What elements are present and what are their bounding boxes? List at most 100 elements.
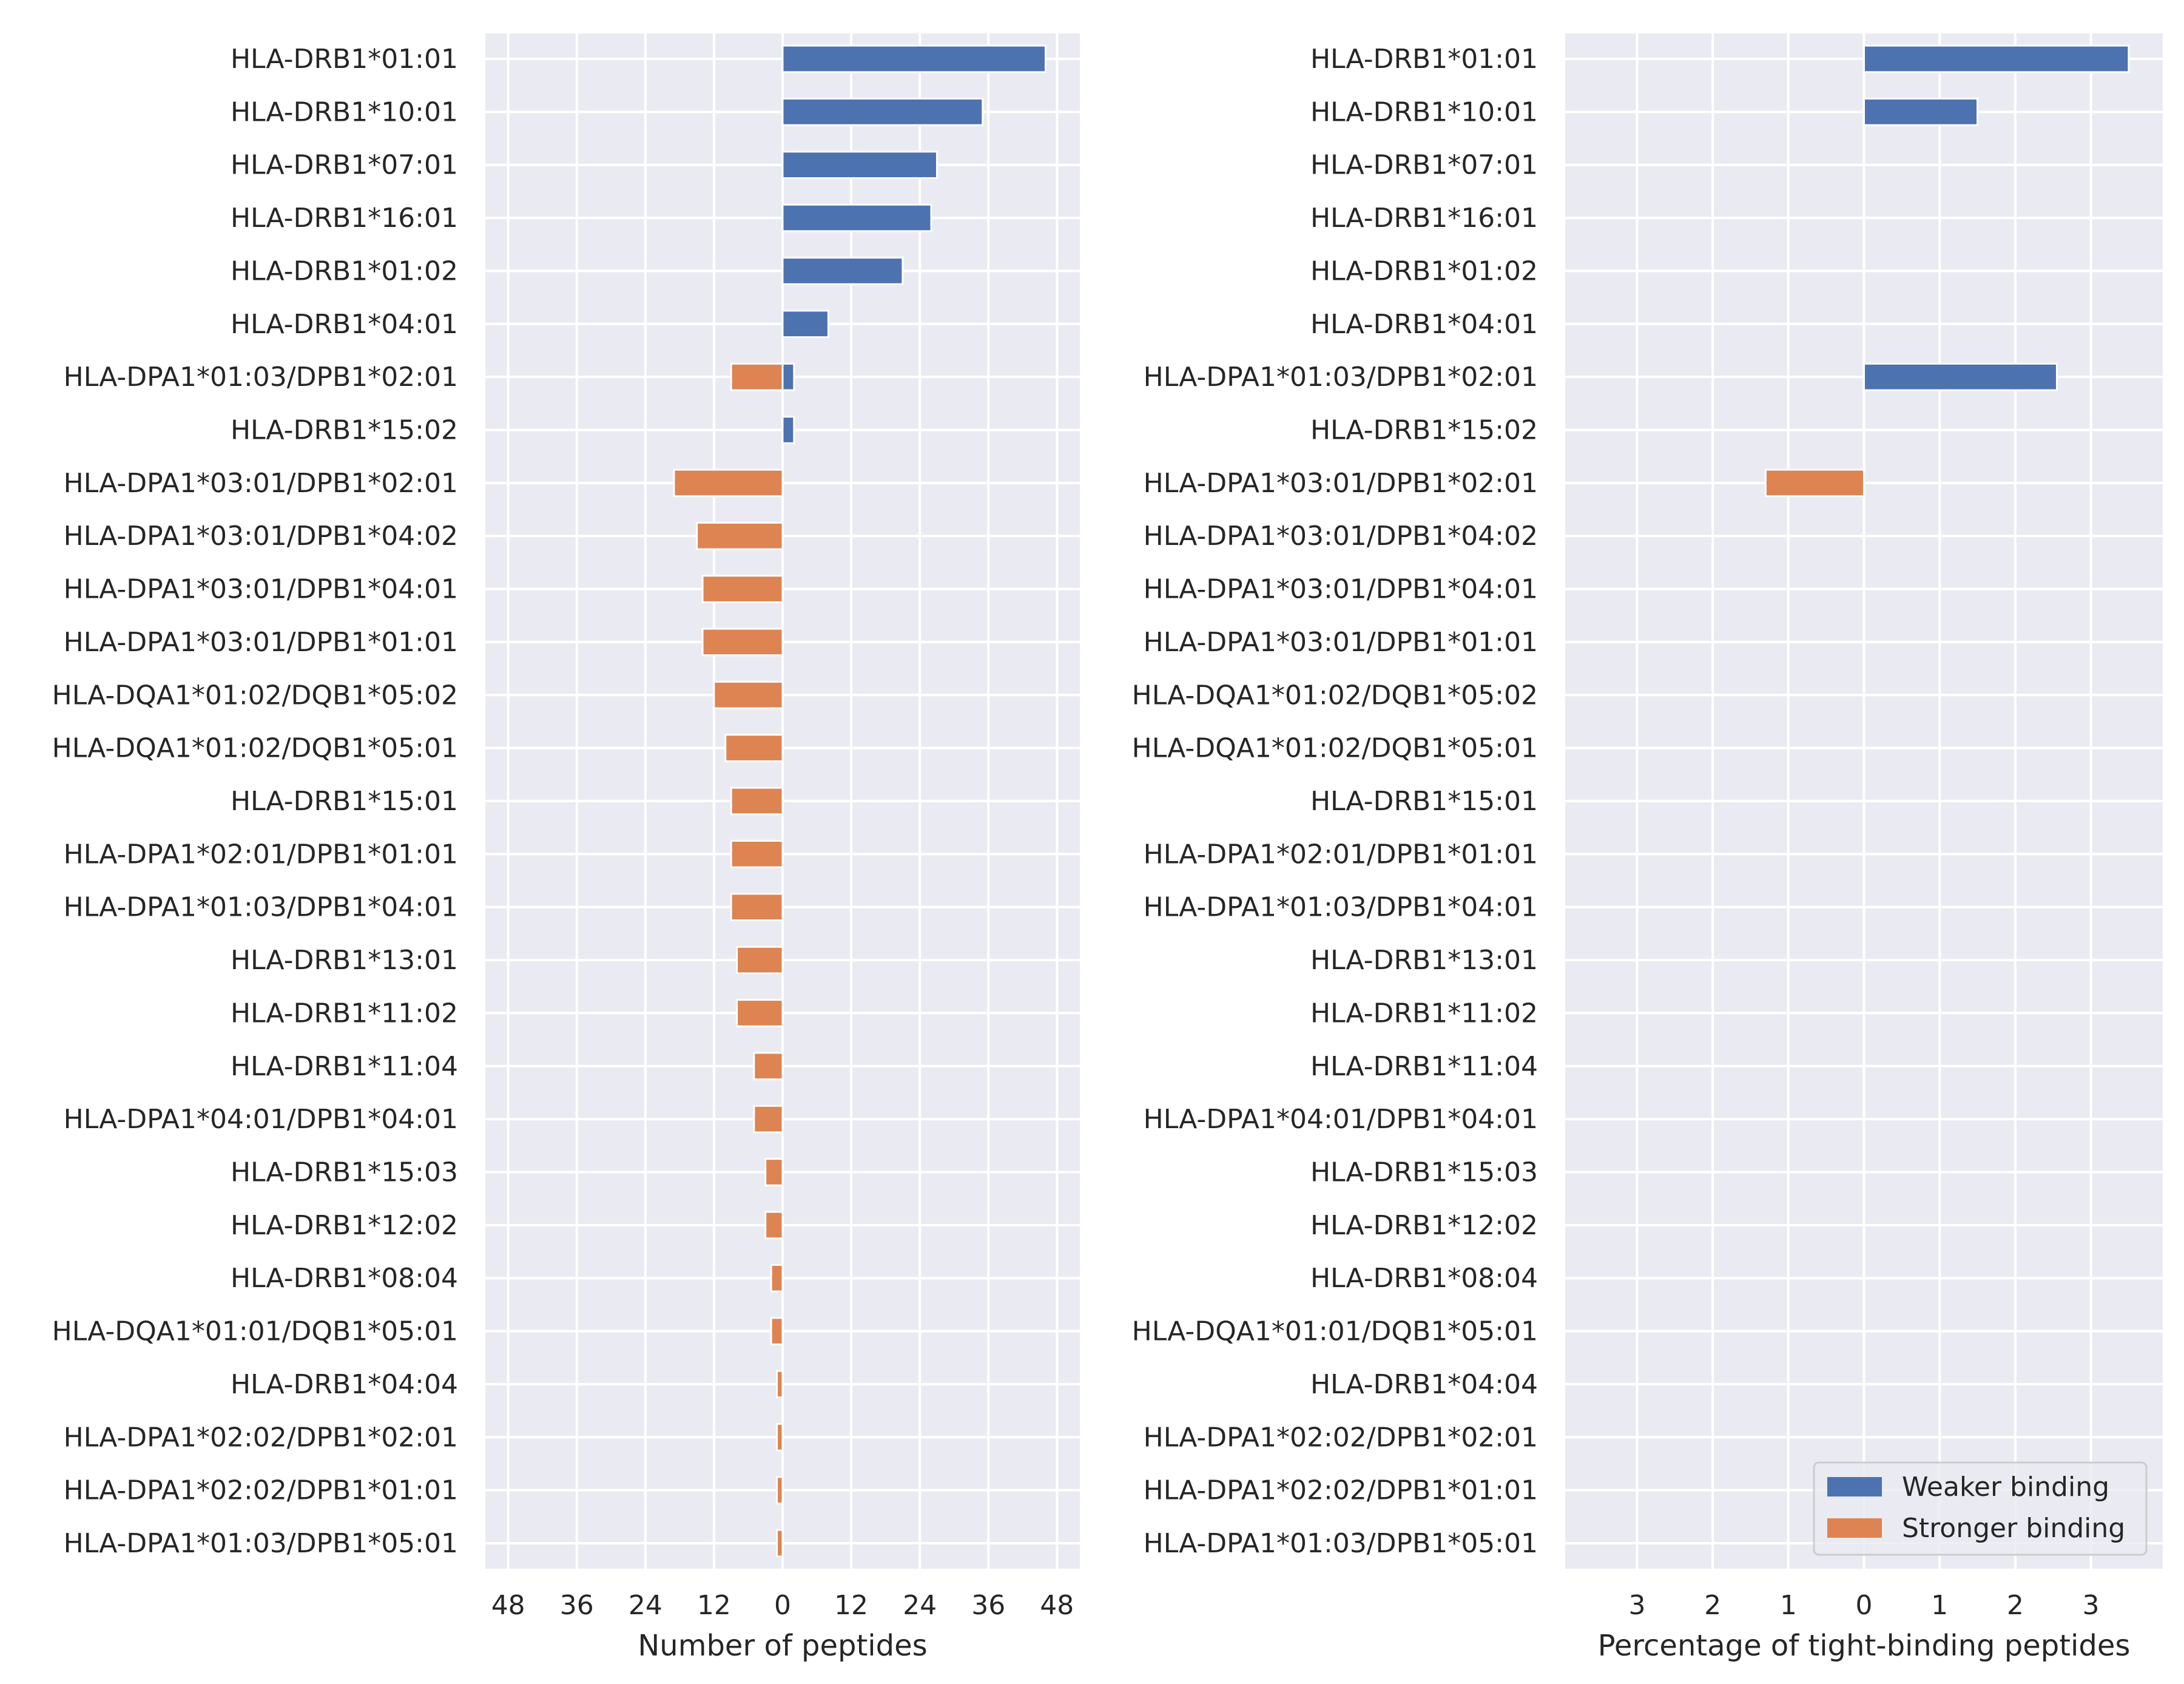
- legend: Weaker binding Stronger binding: [1813, 1461, 2148, 1556]
- x-tick-label: 3: [1628, 1590, 1645, 1621]
- y-tick-label: HLA-DRB1*10:01: [1310, 96, 1538, 127]
- x-tick-label: 48: [491, 1590, 525, 1621]
- x-tick-label: 12: [697, 1590, 731, 1621]
- x-tick-label: 24: [629, 1590, 662, 1621]
- x-tick-label: 48: [1040, 1590, 1074, 1621]
- bar-stronger-binding: [730, 893, 784, 922]
- y-tick-label: HLA-DRB1*07:01: [1310, 150, 1538, 181]
- y-tick-label: HLA-DRB1*15:02: [1310, 415, 1538, 446]
- x-tick-label: 0: [774, 1590, 791, 1621]
- y-tick-label: HLA-DPA1*01:03/DPB1*02:01: [1144, 362, 1538, 393]
- y-tick-label: HLA-DPA1*02:02/DPB1*01:01: [64, 1475, 458, 1506]
- legend-swatch: [1827, 1477, 1882, 1496]
- y-tick-label: HLA-DRB1*13:01: [1310, 945, 1538, 976]
- y-tick-label: HLA-DRB1*08:04: [1310, 1263, 1538, 1294]
- bar-weaker-binding: [781, 44, 1046, 73]
- y-tick-label: HLA-DRB1*08:04: [231, 1263, 458, 1294]
- y-tick-label: HLA-DRB1*11:04: [1310, 1051, 1538, 1082]
- y-tick-label: HLA-DPA1*01:03/DPB1*05:01: [1144, 1528, 1538, 1559]
- y-tick-label: HLA-DPA1*02:01/DPB1*01:01: [1144, 839, 1538, 870]
- bar-weaker-binding: [1863, 98, 1979, 126]
- bar-stronger-binding: [701, 627, 784, 657]
- x-tick-label: 36: [971, 1590, 1005, 1621]
- y-tick-label: HLA-DPA1*01:03/DPB1*02:01: [64, 362, 458, 393]
- y-tick-label: HLA-DPA1*01:03/DPB1*04:01: [1144, 892, 1538, 923]
- y-tick-label: HLA-DPA1*04:01/DPB1*04:01: [1144, 1104, 1538, 1135]
- y-tick-label: HLA-DRB1*13:01: [231, 945, 458, 976]
- y-tick-label: HLA-DRB1*04:01: [1310, 309, 1538, 340]
- chart-panel-2: HLA-DRB1*01:01 HLA-DRB1*10:01 HLA-DRB1*07:…: [1132, 33, 2163, 1663]
- y-tick-label: HLA-DPA1*03:01/DPB1*04:01: [1144, 574, 1538, 605]
- x-tick-label: 2: [1704, 1590, 1721, 1621]
- x-tick-label: 36: [560, 1590, 594, 1621]
- y-tick-label: HLA-DRB1*10:01: [231, 96, 458, 127]
- y-tick-label: HLA-DRB1*11:02: [1310, 998, 1538, 1029]
- y-tick-label: HLA-DRB1*04:04: [231, 1369, 458, 1400]
- y-tick-label: HLA-DRB1*12:02: [1310, 1210, 1538, 1241]
- bar-stronger-binding: [776, 1529, 784, 1558]
- y-tick-label: HLA-DPA1*04:01/DPB1*04:01: [64, 1104, 458, 1135]
- legend-box: [1813, 1461, 2148, 1556]
- y-tick-label: HLA-DPA1*03:01/DPB1*04:01: [64, 574, 458, 605]
- y-tick-label: HLA-DQA1*01:02/DQB1*05:01: [52, 733, 458, 764]
- y-tick-label: HLA-DRB1*16:01: [1310, 203, 1538, 234]
- y-tick-label: HLA-DRB1*16:01: [231, 203, 458, 234]
- bar-stronger-binding: [770, 1317, 784, 1345]
- chart-panel-1: HLA-DRB1*01:01 HLA-DRB1*10:01 HLA-DRB1*07:…: [52, 33, 1080, 1663]
- y-tick-label: HLA-DRB1*01:01: [231, 44, 458, 75]
- x-tick-label: 2: [2007, 1590, 2024, 1621]
- bar-stronger-binding: [736, 999, 784, 1027]
- y-tick-label: HLA-DPA1*03:01/DPB1*02:01: [1144, 468, 1538, 499]
- bar-stronger-binding: [673, 468, 784, 498]
- y-tick-label: HLA-DPA1*02:02/DPB1*02:01: [1144, 1422, 1538, 1453]
- x-tick-label: 1: [1931, 1590, 1948, 1621]
- y-tick-label: HLA-DRB1*11:02: [231, 998, 458, 1029]
- y-tick-label: HLA-DQA1*01:02/DQB1*05:02: [1132, 680, 1538, 711]
- y-tick-label: HLA-DRB1*04:04: [1310, 1369, 1538, 1400]
- bar-stronger-binding: [753, 1052, 784, 1081]
- bar-stronger-binding: [701, 575, 784, 603]
- bar-stronger-binding: [730, 840, 784, 868]
- x-axis-label: Number of peptides: [638, 1629, 927, 1663]
- bar-stronger-binding: [776, 1476, 784, 1504]
- y-tick-label: HLA-DQA1*01:01/DQB1*05:01: [1132, 1316, 1538, 1347]
- y-tick-label: HLA-DQA1*01:02/DQB1*05:01: [1132, 733, 1538, 764]
- bar-stronger-binding: [713, 680, 784, 709]
- bar-stronger-binding: [776, 1370, 784, 1399]
- legend-entry: Stronger binding: [1902, 1513, 2125, 1544]
- bar-stronger-binding: [764, 1211, 784, 1240]
- y-tick-label: HLA-DRB1*04:01: [231, 309, 458, 340]
- y-tick-label: HLA-DRB1*07:01: [231, 150, 458, 181]
- y-tick-label: HLA-DPA1*02:02/DPB1*01:01: [1144, 1475, 1538, 1506]
- bar-weaker-binding: [781, 150, 938, 180]
- bar-weaker-binding: [781, 362, 795, 391]
- bar-weaker-binding: [1863, 44, 2130, 73]
- bar-weaker-binding: [781, 257, 904, 285]
- y-tick-label: HLA-DPA1*03:01/DPB1*01:01: [1144, 627, 1538, 658]
- y-tick-label: HLA-DRB1*15:02: [231, 415, 458, 446]
- bar-weaker-binding: [781, 416, 795, 444]
- x-tick-label: 24: [903, 1590, 937, 1621]
- y-tick-label: HLA-DRB1*11:04: [231, 1051, 458, 1082]
- bar-weaker-binding: [1863, 362, 2058, 391]
- bar-stronger-binding: [1764, 468, 1865, 498]
- y-tick-label: HLA-DRB1*01:02: [231, 255, 458, 286]
- bar-stronger-binding: [770, 1263, 784, 1293]
- y-tick-label: HLA-DPA1*02:02/DPB1*02:01: [64, 1422, 458, 1453]
- x-axis-label: Percentage of tight-binding peptides: [1598, 1629, 2131, 1663]
- x-tick-label: 0: [1856, 1590, 1873, 1621]
- y-tick-label: HLA-DQA1*01:01/DQB1*05:01: [52, 1316, 458, 1347]
- y-tick-label: HLA-DRB1*15:03: [1310, 1157, 1538, 1188]
- bar-stronger-binding: [753, 1104, 784, 1134]
- bar-weaker-binding: [781, 203, 932, 232]
- bar-stronger-binding: [730, 786, 784, 816]
- y-tick-label: HLA-DPA1*02:01/DPB1*01:01: [64, 839, 458, 870]
- bar-stronger-binding: [764, 1158, 784, 1186]
- x-tick-label: 3: [2083, 1590, 2100, 1621]
- bar-stronger-binding: [696, 521, 784, 550]
- y-tick-label: HLA-DRB1*15:03: [231, 1157, 458, 1188]
- x-tick-label: 1: [1780, 1590, 1797, 1621]
- y-tick-label: HLA-DPA1*03:01/DPB1*01:01: [64, 627, 458, 658]
- bar-stronger-binding: [736, 945, 784, 975]
